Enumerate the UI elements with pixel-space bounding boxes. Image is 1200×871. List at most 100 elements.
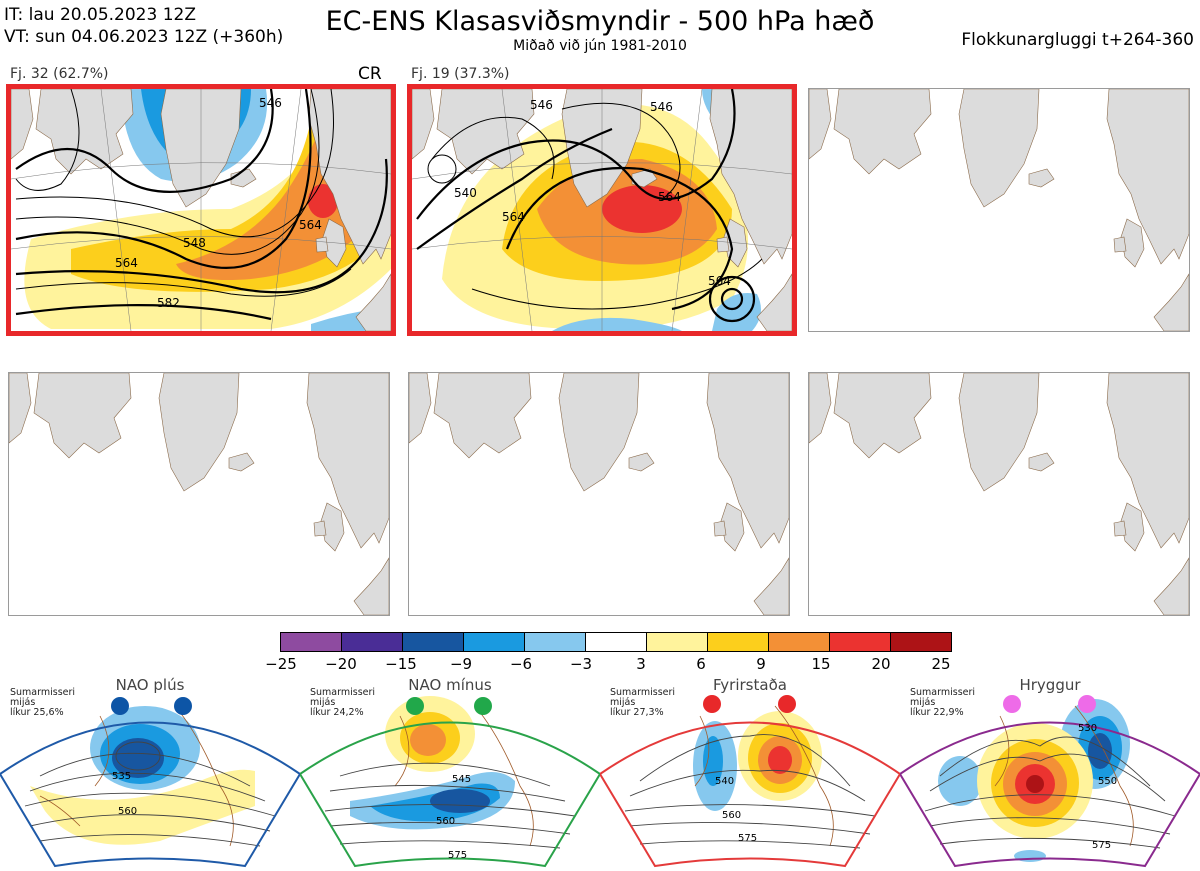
header-info: IT: lau 20.05.2023 12Z VT: sun 04.06.202…	[4, 4, 283, 48]
cluster-map-5[interactable]	[408, 372, 790, 616]
cluster-map-3-graphic	[809, 89, 1189, 331]
colorbar-segment	[464, 633, 525, 651]
regime-dot	[778, 695, 796, 713]
colorbar-segment	[708, 633, 769, 651]
contour-label: 540	[715, 776, 734, 787]
regime-dot	[174, 697, 192, 715]
regime-dot	[1078, 695, 1096, 713]
regime-dot	[703, 695, 721, 713]
cluster-map-5-graphic	[409, 373, 789, 615]
contour-label: 546	[530, 98, 553, 112]
regime-nao-minus-graphic: 545 560 575	[300, 696, 600, 868]
regime-name: NAO mínus	[408, 676, 492, 694]
colorbar-tick-label: 15	[811, 655, 831, 673]
regime-nao-plus[interactable]: 535 560 NAO plús Sumarmisseri mijás líku…	[0, 676, 300, 871]
contour-label: 548	[183, 236, 206, 250]
regime-info: Sumarmisseri mijás líkur 25,6%	[10, 688, 75, 718]
init-time: IT: lau 20.05.2023 12Z	[4, 5, 196, 25]
regime-region: mijás	[310, 697, 336, 708]
colorbar-segment	[403, 633, 464, 651]
contour-label: 530	[1078, 723, 1097, 734]
colorbar-segment	[525, 633, 586, 651]
cluster-map-2[interactable]: 546 546 564 540 564 564	[407, 84, 797, 336]
regime-nao-minus[interactable]: 545 560 575 NAO mínus Sumarmisseri mijás…	[300, 676, 600, 871]
regime-probability: líkur 25,6%	[10, 707, 64, 718]
regime-probability: líkur 27,3%	[610, 707, 664, 718]
regime-outline	[900, 721, 1200, 868]
regime-region: mijás	[610, 697, 636, 708]
regime-dot	[111, 697, 129, 715]
colorbar-tick-label: 25	[931, 655, 951, 673]
panel-1-tag: CR	[358, 64, 382, 84]
regime-dot	[1003, 695, 1021, 713]
regime-outline	[300, 721, 600, 868]
contour-label: 560	[436, 816, 455, 827]
cluster-map-1-graphic: 546 564 548 564 582	[11, 89, 391, 331]
panel-2-title: Fj. 19 (37.3%)	[411, 66, 510, 82]
page-title: EC-ENS Klasasviðsmyndir - 500 hPa hæð	[325, 6, 875, 37]
colorbar-segment	[342, 633, 403, 651]
colorbar-tick-label: 20	[871, 655, 891, 673]
cluster-map-4-graphic	[9, 373, 389, 615]
regime-name: Hryggur	[1019, 676, 1081, 694]
regime-name: Fyrirstaða	[713, 676, 787, 694]
regime-season: Sumarmisseri	[610, 687, 676, 698]
regime-region: mijás	[910, 697, 936, 708]
regime-season: Sumarmisseri	[310, 687, 376, 698]
classification-window: Flokkunargluggi t+264-360	[961, 30, 1194, 50]
contour-label: 564	[115, 256, 138, 270]
colorbar-tick-label: 3	[636, 655, 646, 673]
regime-name: NAO plús	[115, 676, 185, 694]
contour-label: 575	[738, 833, 757, 844]
cluster-map-6[interactable]	[808, 372, 1190, 616]
colorbar-tick-label: −25	[265, 655, 297, 673]
contour-label: 560	[722, 810, 741, 821]
contour-label: 564	[708, 274, 731, 288]
cluster-map-4[interactable]	[8, 372, 390, 616]
regime-season: Sumarmisseri	[10, 687, 76, 698]
regime-info: Sumarmisseri mijás líkur 27,3%	[610, 688, 675, 718]
contour-label: 575	[448, 850, 467, 861]
regime-probability: líkur 24,2%	[310, 707, 364, 718]
cluster-map-6-graphic	[809, 373, 1189, 615]
contour-label: 546	[259, 96, 282, 110]
regime-region: mijás	[10, 697, 36, 708]
cluster-map-2-graphic: 546 546 564 540 564 564	[412, 89, 792, 331]
colorbar-segment	[769, 633, 830, 651]
contour-label: 535	[112, 771, 131, 782]
colorbar-tick-label: −9	[449, 655, 473, 673]
contour-label: 564	[658, 190, 681, 204]
colorbar-tick-label: −20	[325, 655, 357, 673]
colorbar	[280, 632, 952, 652]
colorbar-tick-label: 6	[696, 655, 706, 673]
colorbar-segment	[647, 633, 708, 651]
regime-outline	[600, 721, 900, 868]
contour-label: 564	[502, 210, 525, 224]
cluster-map-3[interactable]	[808, 88, 1190, 332]
colorbar-tick-label: −15	[385, 655, 417, 673]
regime-blocking[interactable]: 540 560 575 Fyrirstaða Sumarmisseri mijá…	[600, 676, 900, 871]
regime-outline	[0, 721, 300, 868]
regime-info: Sumarmisseri mijás líkur 22,9%	[910, 688, 975, 718]
colorbar-segment	[891, 633, 951, 651]
regime-ridge[interactable]: 530 550 575 Hryggur Sumarmisseri mijás l…	[900, 676, 1200, 871]
regime-probability: líkur 22,9%	[910, 707, 964, 718]
cluster-map-1[interactable]: 546 564 548 564 582	[6, 84, 396, 336]
colorbar-tick-label: −3	[569, 655, 593, 673]
regime-ridge-graphic: 530 550 575	[900, 695, 1200, 868]
valid-time: VT: sun 04.06.2023 12Z (+360h)	[4, 27, 284, 47]
regime-dot	[406, 697, 424, 715]
colorbar-segment	[830, 633, 891, 651]
panel-1-title: Fj. 32 (62.7%)	[10, 66, 109, 82]
contour-label: 564	[299, 218, 322, 232]
contour-label: 575	[1092, 840, 1111, 851]
colorbar-tick-label: −6	[509, 655, 533, 673]
contour-label: 550	[1098, 776, 1117, 787]
contour-label: 540	[454, 186, 477, 200]
contour-label: 560	[118, 806, 137, 817]
colorbar-tick-label: 9	[756, 655, 766, 673]
contour-label: 546	[650, 100, 673, 114]
contour-label: 582	[157, 296, 180, 310]
regime-blocking-graphic: 540 560 575	[600, 695, 900, 868]
colorbar-segment	[281, 633, 342, 651]
